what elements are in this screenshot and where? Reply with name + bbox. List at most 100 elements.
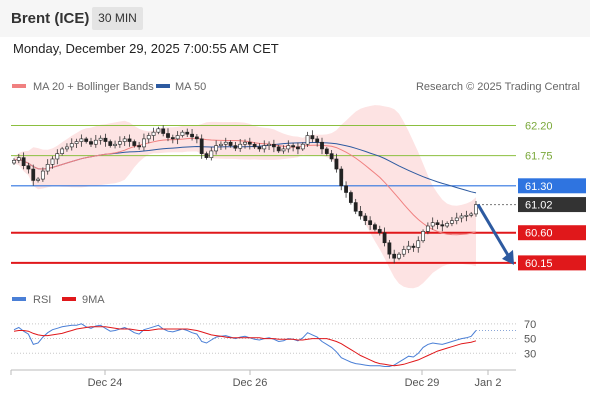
- ma20-legend-swatch: [12, 84, 26, 88]
- rsi-tick-70: 70: [524, 319, 536, 331]
- candle: [459, 213, 464, 223]
- candle-body: [300, 143, 305, 150]
- candle: [247, 137, 252, 150]
- level-tag-61-02: [518, 197, 586, 213]
- candle: [296, 142, 300, 155]
- candle: [55, 149, 60, 165]
- candle-body: [21, 157, 26, 166]
- candle-body: [16, 157, 21, 161]
- candle: [233, 141, 238, 152]
- candle-body: [194, 136, 199, 140]
- candle-body: [180, 131, 185, 136]
- level-labels: 62.20 61.75 61.30 61.02 60.60 60.15: [518, 120, 586, 271]
- candle: [267, 141, 271, 150]
- candle-body: [377, 229, 382, 234]
- level-label-61-02: 61.02: [525, 200, 553, 212]
- candle: [79, 134, 84, 147]
- candle-body: [382, 232, 387, 244]
- ma9-legend-label: 9MA: [82, 294, 105, 306]
- candle-body: [151, 131, 156, 136]
- candle-body: [339, 168, 344, 187]
- candle: [108, 139, 113, 148]
- candlesticks: [12, 125, 478, 264]
- candle-body: [247, 141, 252, 145]
- candle-body: [421, 231, 425, 242]
- candle-body: [329, 153, 334, 160]
- level-label-60-15: 60.15: [525, 258, 553, 270]
- candle: [36, 177, 40, 183]
- candle-body: [243, 141, 247, 145]
- candle-body: [190, 133, 194, 138]
- candle-body: [416, 240, 421, 248]
- candle-body: [185, 131, 190, 135]
- candle: [65, 143, 69, 152]
- candle-body: [84, 138, 89, 142]
- candle: [228, 140, 233, 148]
- candle-body: [387, 242, 392, 255]
- candle: [344, 181, 348, 198]
- candle: [315, 136, 320, 147]
- candle: [137, 141, 142, 150]
- candle: [252, 142, 257, 149]
- candle: [89, 137, 93, 148]
- candle: [445, 221, 450, 229]
- candle-body: [223, 141, 228, 145]
- candle: [98, 135, 103, 145]
- candle-body: [137, 145, 142, 148]
- candle-body: [166, 133, 170, 138]
- candle: [146, 132, 151, 144]
- candle: [276, 144, 281, 153]
- candle: [161, 125, 166, 137]
- candle: [368, 216, 373, 230]
- candle-body: [271, 143, 276, 148]
- interval-button[interactable]: 30 MIN: [92, 7, 143, 30]
- price-levels: [11, 124, 516, 264]
- level-label-62-20: 62.20: [525, 120, 553, 132]
- candle: [281, 145, 286, 154]
- candle-body: [291, 145, 296, 148]
- candle: [74, 138, 79, 148]
- level-label-61-75: 61.75: [525, 151, 553, 163]
- candle: [358, 206, 363, 220]
- candle-body: [117, 141, 122, 145]
- candle: [373, 222, 377, 232]
- level-tag-60-60: [518, 225, 586, 241]
- candle-body: [262, 145, 267, 150]
- candle: [69, 138, 74, 151]
- candle: [450, 217, 454, 227]
- candle-body: [55, 153, 60, 160]
- candle: [469, 211, 474, 218]
- candle-body: [459, 215, 464, 219]
- candle-body: [450, 220, 454, 224]
- candle-body: [142, 138, 146, 148]
- forecast-arrow: [476, 203, 514, 265]
- candle-body: [113, 143, 117, 146]
- candle-body: [79, 138, 84, 142]
- candle: [348, 190, 353, 205]
- level-tag-61-30: [518, 178, 586, 194]
- candle-body: [353, 202, 358, 212]
- candle: [329, 149, 334, 162]
- candle-body: [204, 153, 209, 158]
- candle-body: [358, 210, 363, 217]
- candle-body: [392, 253, 397, 259]
- candle-body: [406, 245, 411, 250]
- candle-body: [435, 222, 440, 225]
- candle-body: [238, 143, 243, 149]
- candle-body: [233, 145, 238, 149]
- candle-body: [31, 168, 36, 181]
- candle: [382, 227, 387, 247]
- candle: [324, 146, 329, 156]
- time-label: Jan 2: [475, 377, 502, 389]
- candle: [387, 239, 392, 259]
- candle: [50, 156, 55, 169]
- candle: [180, 130, 185, 138]
- candle-body: [276, 146, 281, 152]
- candle: [474, 200, 478, 217]
- candle: [185, 128, 190, 137]
- bollinger-fill: [14, 105, 476, 289]
- candle: [363, 213, 368, 226]
- candle-body: [50, 158, 55, 165]
- candle: [440, 220, 445, 232]
- candle-body: [45, 164, 50, 172]
